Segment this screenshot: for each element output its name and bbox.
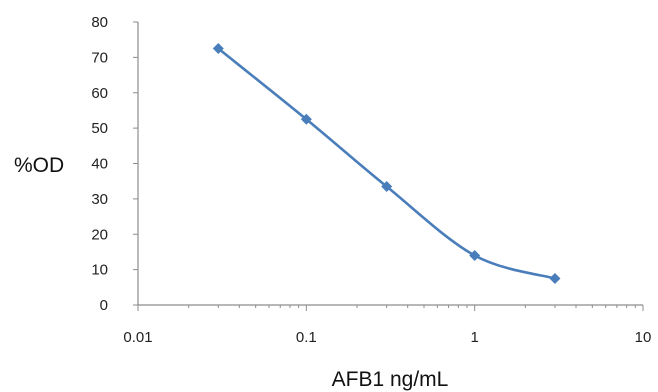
- data-point-marker: [549, 272, 561, 284]
- y-axis-title: %OD: [14, 154, 64, 177]
- data-point-marker: [381, 180, 393, 192]
- y-tick-label: 20: [91, 226, 108, 243]
- y-tick-group: 0 10 20 30 40 50 60 70 80: [91, 14, 138, 314]
- y-tick-label: 70: [91, 49, 108, 66]
- y-tick-label: 40: [91, 156, 108, 173]
- x-tick-label: 10: [635, 329, 652, 346]
- y-tick-label: 30: [91, 191, 108, 208]
- data-point-marker: [300, 113, 312, 125]
- x-tick-group: 0.01 0.1 1 10: [123, 305, 651, 346]
- x-tick-label: 1: [470, 329, 478, 346]
- x-tick-label: 0.1: [296, 329, 317, 346]
- y-tick-label: 0: [100, 297, 108, 314]
- plot-area: [212, 43, 561, 284]
- series-line: [217, 47, 556, 280]
- x-tick-label: 0.01: [123, 329, 152, 346]
- y-tick-label: 80: [91, 14, 108, 31]
- axes: [137, 22, 643, 306]
- data-point-marker: [212, 43, 224, 55]
- data-point-marker: [469, 249, 481, 261]
- y-tick-label: 50: [91, 120, 108, 137]
- y-tick-label: 60: [91, 85, 108, 102]
- y-tick-label: 10: [91, 262, 108, 279]
- x-axis-title: AFB1 ng/mL: [332, 368, 449, 391]
